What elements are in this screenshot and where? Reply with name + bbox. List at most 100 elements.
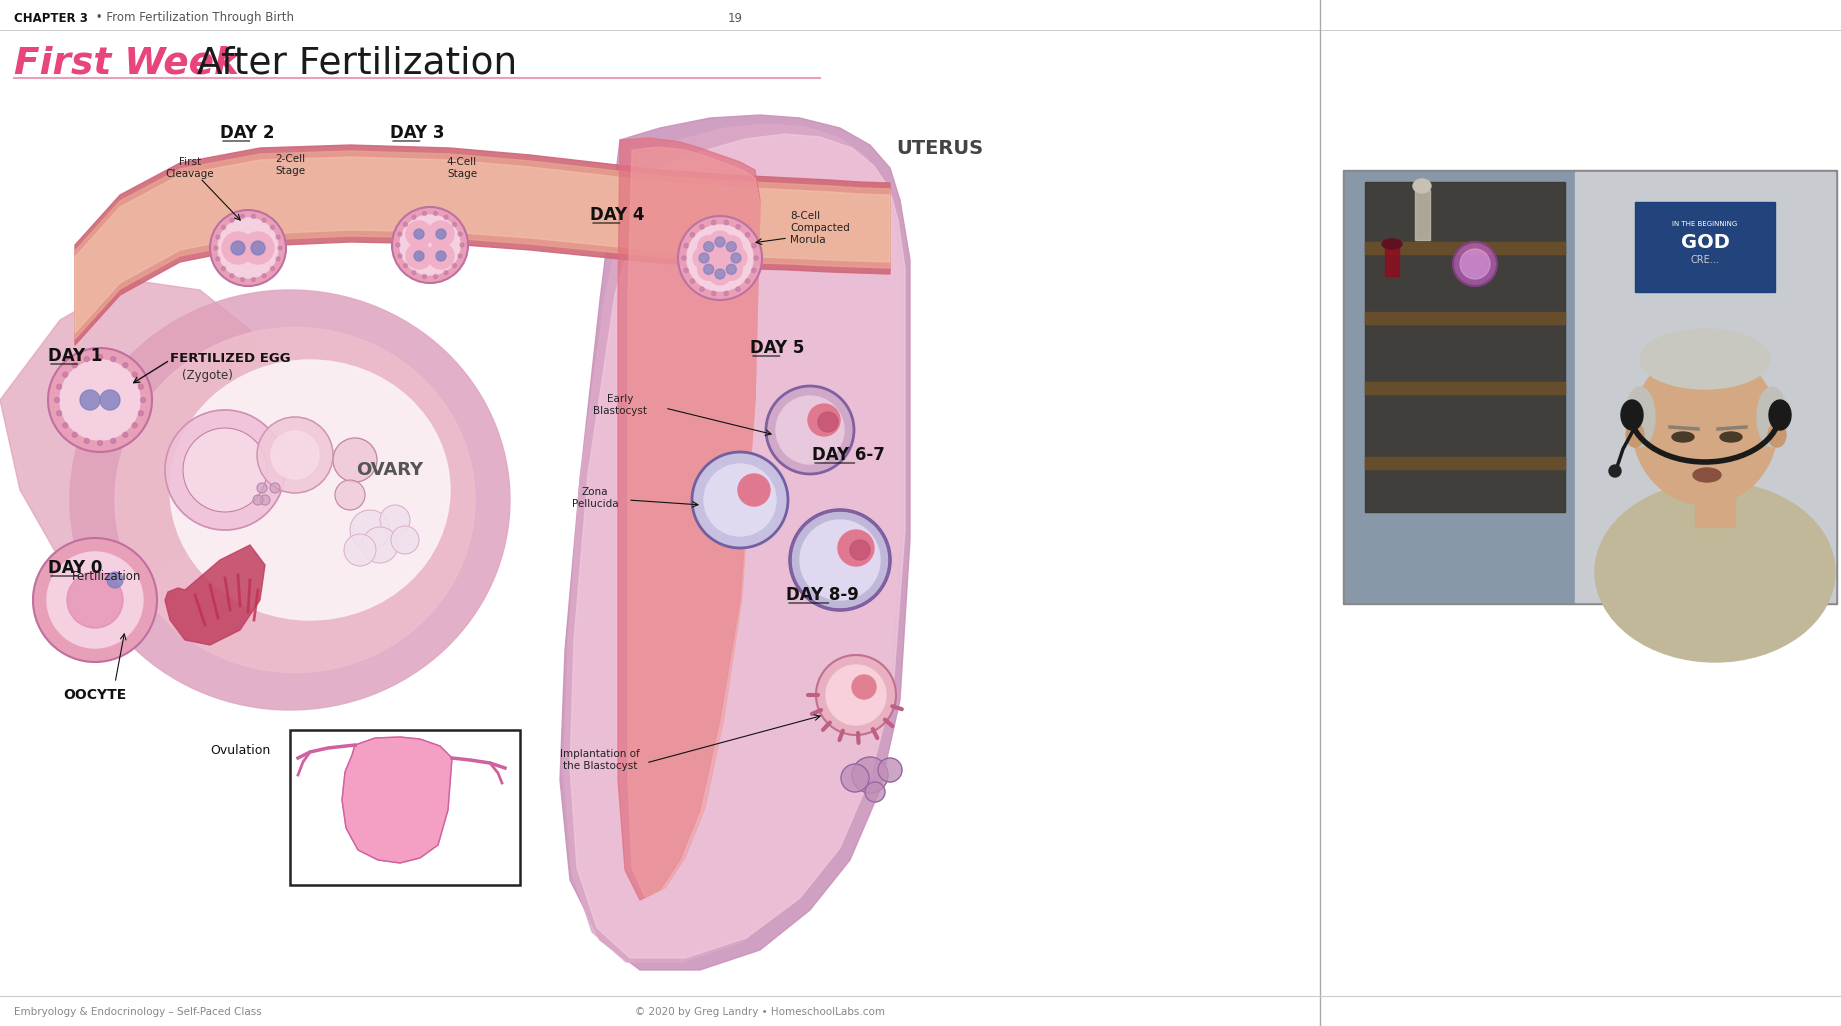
Ellipse shape: [1672, 432, 1694, 442]
Circle shape: [436, 229, 446, 239]
Circle shape: [57, 410, 61, 416]
Bar: [1635, 202, 1775, 292]
Circle shape: [107, 573, 123, 588]
Circle shape: [700, 225, 705, 229]
Polygon shape: [571, 134, 906, 958]
Circle shape: [709, 263, 731, 285]
Circle shape: [434, 211, 438, 215]
Bar: [1342, 170, 1837, 604]
Circle shape: [878, 758, 902, 782]
Text: IN THE BEGINNING: IN THE BEGINNING: [1672, 221, 1738, 227]
Circle shape: [422, 275, 427, 278]
Circle shape: [133, 423, 138, 428]
Circle shape: [182, 428, 267, 512]
Text: Fertilization: Fertilization: [72, 570, 142, 584]
Circle shape: [427, 221, 455, 247]
Text: DAY 4: DAY 4: [589, 206, 644, 224]
Bar: [1364, 312, 1565, 324]
Circle shape: [258, 417, 333, 494]
Polygon shape: [75, 151, 889, 339]
Circle shape: [700, 253, 709, 263]
Ellipse shape: [1756, 387, 1788, 447]
Circle shape: [727, 265, 736, 274]
Circle shape: [98, 355, 103, 359]
Text: Implantation of
the Blastocyst: Implantation of the Blastocyst: [560, 749, 641, 772]
Circle shape: [252, 495, 263, 505]
Circle shape: [398, 254, 401, 258]
Ellipse shape: [1626, 387, 1655, 447]
Polygon shape: [628, 147, 760, 897]
Bar: [1346, 172, 1835, 602]
Circle shape: [260, 495, 271, 505]
Circle shape: [392, 207, 468, 283]
Circle shape: [403, 264, 407, 268]
Circle shape: [746, 279, 749, 283]
Circle shape: [252, 214, 256, 219]
Circle shape: [230, 241, 245, 255]
Circle shape: [350, 510, 390, 550]
Text: 4-Cell
Stage: 4-Cell Stage: [447, 157, 477, 180]
Circle shape: [221, 267, 225, 271]
Circle shape: [223, 232, 254, 264]
Ellipse shape: [1767, 423, 1786, 447]
Circle shape: [736, 287, 740, 291]
Ellipse shape: [1414, 179, 1430, 193]
Text: Early
Blastocyst: Early Blastocyst: [593, 394, 646, 417]
Circle shape: [736, 225, 740, 229]
Circle shape: [414, 251, 423, 261]
Text: • From Fertilization Through Birth: • From Fertilization Through Birth: [92, 11, 295, 25]
Text: DAY 3: DAY 3: [390, 124, 444, 142]
Text: 2-Cell
Stage: 2-Cell Stage: [274, 154, 306, 176]
Circle shape: [396, 243, 399, 247]
Text: OVARY: OVARY: [357, 461, 423, 479]
Circle shape: [123, 363, 127, 367]
Circle shape: [751, 243, 757, 248]
Polygon shape: [166, 545, 265, 645]
Circle shape: [414, 229, 423, 239]
Circle shape: [72, 363, 77, 367]
Circle shape: [271, 431, 318, 479]
Circle shape: [48, 552, 144, 648]
Polygon shape: [75, 145, 889, 345]
Circle shape: [690, 279, 694, 283]
Text: © 2020 by Greg Landry • HomeschoolLabs.com: © 2020 by Greg Landry • HomeschoolLabs.c…: [635, 1007, 886, 1017]
Circle shape: [390, 526, 420, 554]
Circle shape: [692, 247, 714, 269]
Circle shape: [460, 243, 464, 247]
Circle shape: [700, 287, 705, 291]
Circle shape: [241, 232, 274, 264]
Circle shape: [801, 520, 880, 600]
Text: 8-Cell
Compacted
Morula: 8-Cell Compacted Morula: [790, 210, 851, 245]
Bar: [1364, 242, 1565, 254]
Polygon shape: [342, 737, 453, 863]
Bar: [1364, 382, 1565, 394]
Circle shape: [215, 235, 219, 239]
Text: DAY 1: DAY 1: [48, 347, 103, 365]
Circle shape: [685, 268, 689, 273]
Circle shape: [55, 397, 59, 402]
Circle shape: [215, 256, 219, 261]
Circle shape: [33, 538, 156, 662]
Circle shape: [63, 372, 68, 378]
Bar: [1696, 467, 1734, 527]
Circle shape: [681, 255, 687, 261]
Circle shape: [271, 483, 280, 494]
Bar: [1576, 172, 1835, 602]
Circle shape: [453, 223, 457, 227]
Text: DAY 6-7: DAY 6-7: [812, 446, 886, 464]
Circle shape: [363, 527, 398, 563]
Circle shape: [230, 274, 234, 278]
Circle shape: [276, 256, 280, 261]
Polygon shape: [619, 139, 760, 900]
Circle shape: [714, 237, 725, 247]
Circle shape: [48, 348, 153, 452]
Circle shape: [720, 236, 742, 258]
Text: DAY 2: DAY 2: [221, 124, 274, 142]
Text: UTERUS: UTERUS: [897, 139, 983, 158]
Circle shape: [217, 218, 278, 278]
Circle shape: [709, 231, 731, 253]
Circle shape: [436, 251, 446, 261]
Circle shape: [98, 440, 103, 445]
Text: OOCYTE: OOCYTE: [63, 688, 127, 702]
Text: First Week: First Week: [15, 45, 239, 81]
